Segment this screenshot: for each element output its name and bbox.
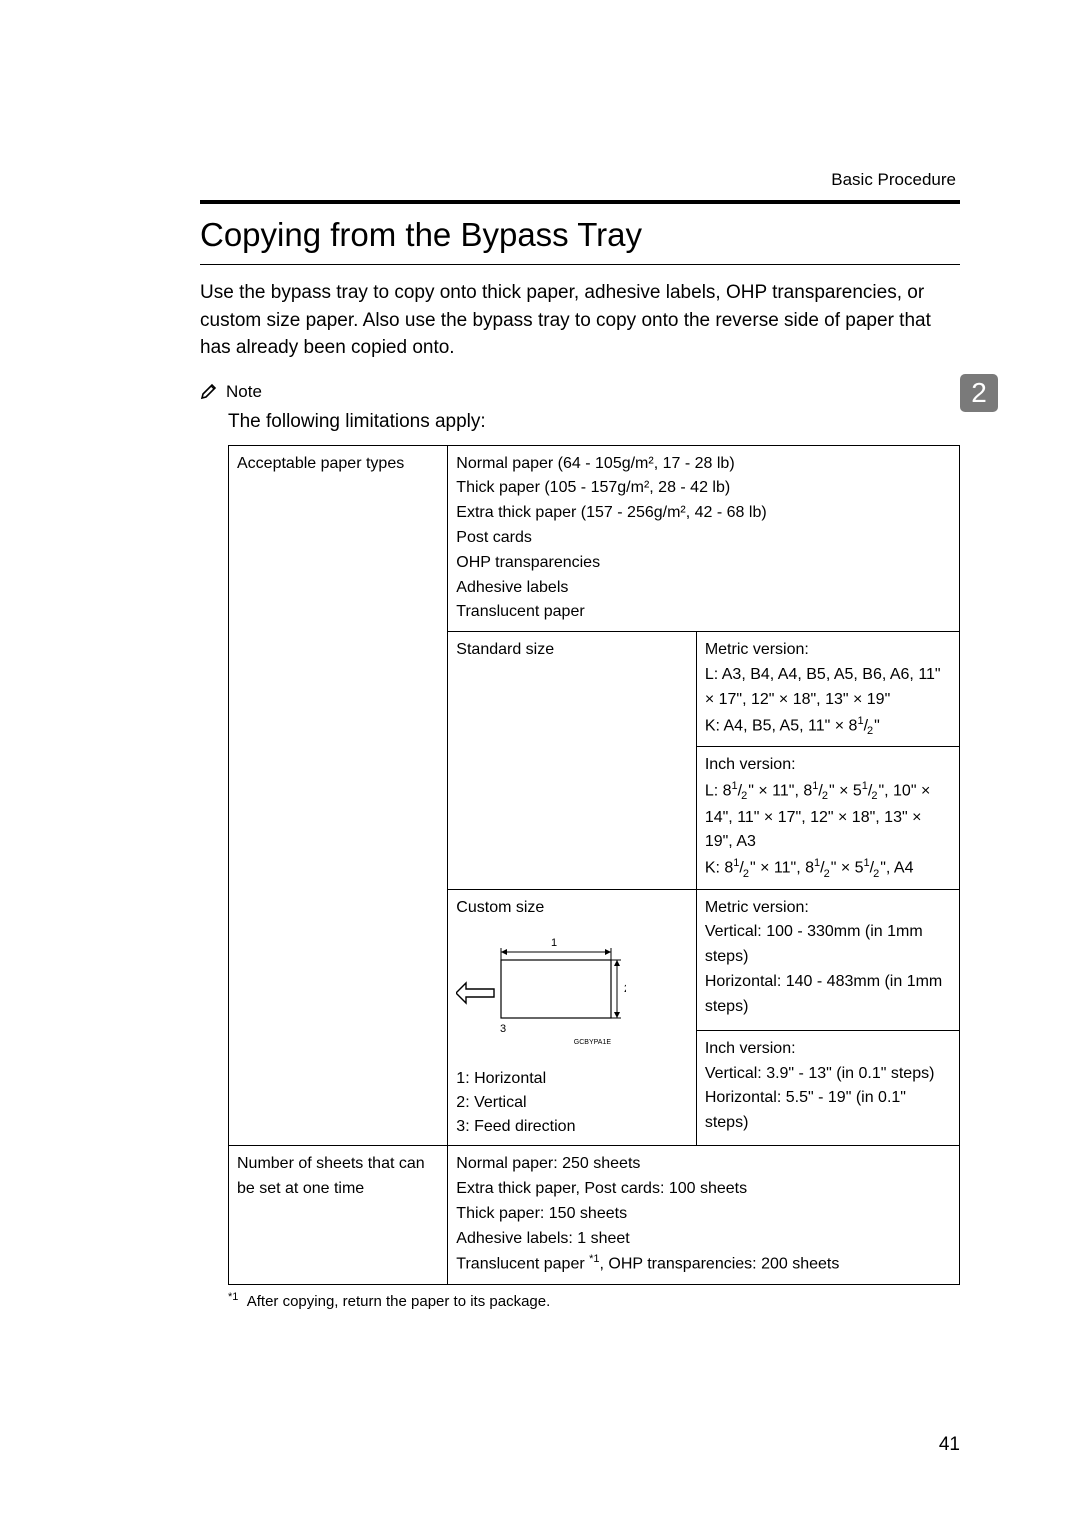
- footnote: *1 After copying, return the paper to it…: [228, 1291, 960, 1310]
- limitations-text: The following limitations apply:: [228, 411, 960, 433]
- svg-text:3: 3: [500, 1023, 506, 1035]
- paper-type-line: Post cards: [456, 526, 951, 551]
- pencil-icon: [200, 380, 220, 405]
- custom-metric-heading: Metric version:: [705, 896, 951, 921]
- page-number: 41: [939, 1434, 960, 1456]
- paper-type-line: Adhesive labels: [456, 576, 951, 601]
- cell-paper-types-label: Acceptable paper types: [229, 445, 448, 1146]
- cell-custom-inch: Inch version: Vertical: 3.9" - 13" (in 0…: [696, 1030, 959, 1146]
- inch-heading: Inch version:: [705, 753, 951, 778]
- inch-k-line: K: 81/2" × 11", 81/2" × 51/2", A4: [705, 855, 951, 883]
- svg-text:2: 2: [624, 983, 626, 995]
- metric-l-line: L: A3, B4, A4, B5, A5, B6, A6, 11" × 17"…: [705, 663, 951, 713]
- metric-heading: Metric version:: [705, 638, 951, 663]
- custom-inch-heading: Inch version:: [705, 1037, 951, 1062]
- table-row: Acceptable paper types Normal paper (64 …: [229, 445, 960, 632]
- breadcrumb: Basic Procedure: [200, 170, 960, 190]
- custom-metric-v: Vertical: 100 - 330mm (in 1mm steps): [705, 920, 951, 970]
- custom-inch-v: Vertical: 3.9" - 13" (in 0.1" steps): [705, 1062, 951, 1087]
- paper-type-line: OHP transparencies: [456, 551, 951, 576]
- sheets-line: Adhesive labels: 1 sheet: [456, 1227, 951, 1252]
- spec-table: Acceptable paper types Normal paper (64 …: [228, 445, 960, 1285]
- cell-custom-metric: Metric version: Vertical: 100 - 330mm (i…: [696, 889, 959, 1030]
- diagram-caption-2: 2: Vertical: [456, 1091, 688, 1115]
- paper-type-line: Translucent paper: [456, 600, 951, 625]
- footnote-text: After copying, return the paper to its p…: [247, 1293, 551, 1310]
- paper-type-line: Extra thick paper (157 - 256g/m², 42 - 6…: [456, 501, 951, 526]
- sheets-line-last: Translucent paper *1, OHP transparencies…: [456, 1251, 951, 1277]
- diagram-caption-3: 3: Feed direction: [456, 1115, 688, 1139]
- note-row: Note: [200, 380, 960, 405]
- cell-custom-size: Custom size 1 2: [448, 889, 697, 1146]
- paper-type-line: Normal paper (64 - 105g/m², 17 - 28 lb): [456, 452, 951, 477]
- diagram-caption-1: 1: Horizontal: [456, 1067, 688, 1091]
- cell-sheets-label: Number of sheets that can be set at one …: [229, 1146, 448, 1284]
- cell-standard-metric: Metric version: L: A3, B4, A4, B5, A5, B…: [696, 632, 959, 747]
- intro-paragraph: Use the bypass tray to copy onto thick p…: [200, 279, 960, 362]
- sheets-line: Extra thick paper, Post cards: 100 sheet…: [456, 1177, 951, 1202]
- sheets-line: Normal paper: 250 sheets: [456, 1152, 951, 1177]
- diagram-code: GCBYPA1E: [574, 1039, 612, 1046]
- title-rule-top: [200, 200, 960, 204]
- svg-text:1: 1: [551, 937, 557, 949]
- chapter-badge: 2: [960, 374, 998, 412]
- paper-type-line: Thick paper (105 - 157g/m², 28 - 42 lb): [456, 476, 951, 501]
- custom-size-label: Custom size: [456, 896, 688, 921]
- footnote-marker: *1: [228, 1291, 238, 1303]
- cell-standard-size-label: Standard size: [448, 632, 697, 889]
- table-row: Number of sheets that can be set at one …: [229, 1146, 960, 1284]
- metric-k-line: K: A4, B5, A5, 11" × 81/2": [705, 713, 951, 741]
- sheets-line: Thick paper: 150 sheets: [456, 1202, 951, 1227]
- note-label: Note: [226, 382, 262, 402]
- cell-sheets-values: Normal paper: 250 sheets Extra thick pap…: [448, 1146, 960, 1284]
- inch-l-line: L: 81/2" × 11", 81/2" × 51/2", 10" × 14"…: [705, 778, 951, 855]
- custom-metric-h: Horizontal: 140 - 483mm (in 1mm steps): [705, 970, 951, 1020]
- cell-paper-types-values: Normal paper (64 - 105g/m², 17 - 28 lb) …: [448, 445, 960, 632]
- page-title: Copying from the Bypass Tray: [200, 216, 960, 254]
- custom-size-diagram: 1 2 3: [456, 928, 688, 1057]
- custom-inch-h: Horizontal: 5.5" - 19" (in 0.1" steps): [705, 1086, 951, 1136]
- title-rule-bottom: [200, 264, 960, 265]
- cell-standard-inch: Inch version: L: 81/2" × 11", 81/2" × 51…: [696, 747, 959, 890]
